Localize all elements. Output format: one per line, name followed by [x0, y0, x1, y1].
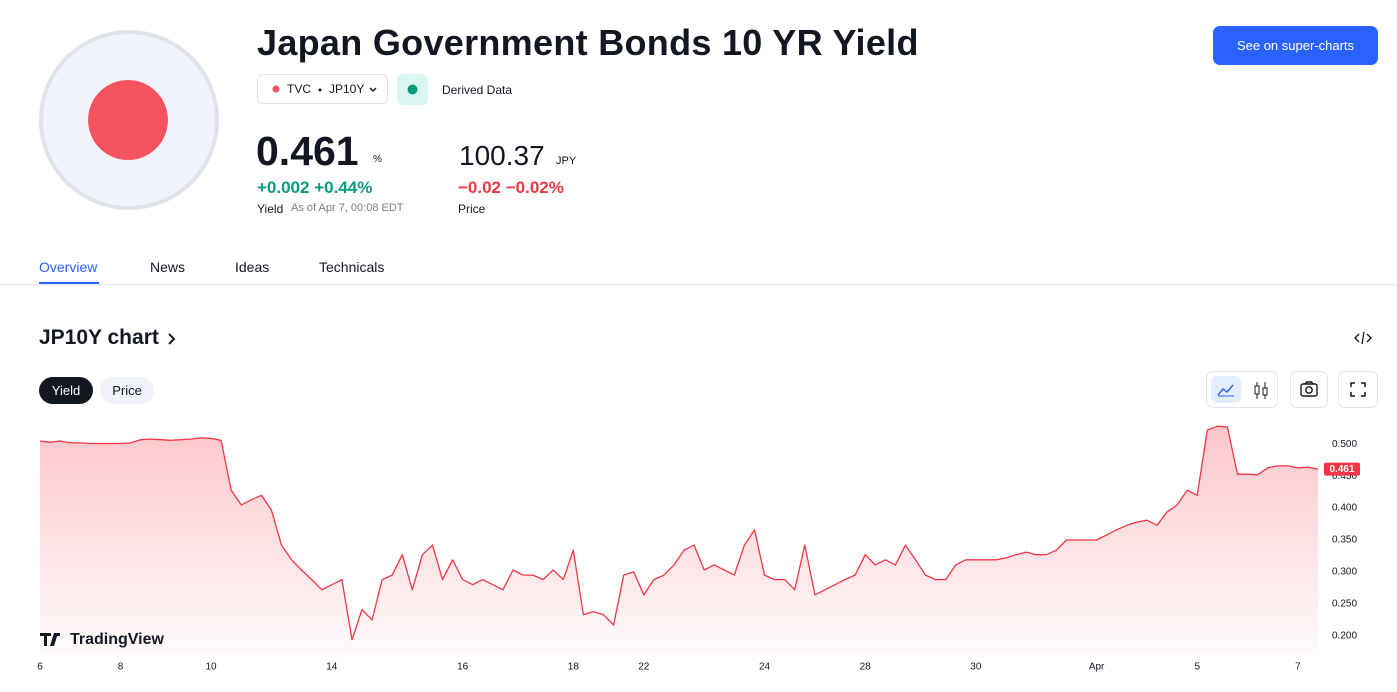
- x-tick-label: 18: [568, 662, 580, 673]
- x-tick-label: 14: [326, 662, 338, 673]
- x-tick-label: 22: [638, 662, 650, 673]
- super-charts-button[interactable]: See on super-charts: [1213, 26, 1378, 65]
- as-of: As of Apr 7, 00:08 EDT: [291, 202, 404, 214]
- tab-underline: [39, 282, 99, 285]
- heading-chevron: [168, 333, 176, 345]
- chart-heading[interactable]: JP10Y chart: [39, 326, 159, 349]
- y-tick-label: 0.300: [1332, 567, 1357, 578]
- snapshot-button[interactable]: [1290, 371, 1328, 408]
- chart-style-group: [1206, 371, 1278, 408]
- derived-label: Derived Data: [442, 83, 513, 97]
- flag-logo: [39, 30, 219, 210]
- y-tick-label: 0.250: [1332, 599, 1357, 610]
- toggle[interactable]: Price: [100, 377, 154, 404]
- tab[interactable]: News: [150, 259, 186, 275]
- price-change-abs: −0.02: [458, 178, 502, 197]
- yield-change-abs: +0.002: [257, 178, 310, 197]
- x-tick-label: 5: [1194, 662, 1200, 673]
- price-change-pct: −0.02%: [505, 178, 564, 197]
- y-tick-label: 0.400: [1332, 503, 1357, 514]
- y-tick-label: 0.450: [1332, 471, 1357, 482]
- watermark-text: TradingView: [70, 631, 165, 648]
- toggle-active[interactable]: Yield: [39, 377, 93, 404]
- x-tick-label: 16: [457, 662, 469, 673]
- yield-value: 0.461: [256, 128, 359, 174]
- sep-dot: [318, 88, 322, 92]
- watermark: TradingView: [40, 631, 165, 648]
- x-tick-label: 7: [1295, 662, 1301, 673]
- area-fill: [40, 426, 1318, 655]
- yield-unit: %: [373, 154, 382, 165]
- exchange: TVC: [287, 82, 311, 96]
- price-unit: JPY: [556, 155, 577, 167]
- x-tick-label: 24: [759, 662, 771, 673]
- x-tick-label: 6: [37, 662, 43, 673]
- symbol: JP10Y: [329, 82, 365, 96]
- candle-style-button[interactable]: [1247, 377, 1275, 404]
- fullscreen-button[interactable]: [1338, 371, 1378, 408]
- x-tick-label: 10: [206, 662, 218, 673]
- area-style-button[interactable]: [1211, 376, 1241, 403]
- tab[interactable]: Overview: [39, 259, 98, 275]
- yield-line: [39, 425, 1319, 641]
- x-tick-label: 30: [970, 662, 982, 673]
- price-change: −0.02 −0.02%: [458, 178, 564, 198]
- logo-sun: [88, 80, 168, 160]
- page-title: Japan Government Bonds 10 YR Yield: [257, 22, 919, 63]
- price-label: Price: [458, 202, 486, 216]
- derived-icon: [397, 74, 428, 105]
- price-value: 100.37: [459, 140, 545, 171]
- yield-change-pct: +0.44%: [314, 178, 373, 197]
- x-tick-label: Apr: [1089, 662, 1105, 673]
- y-tick-label: 0.350: [1332, 535, 1357, 546]
- last-value-label: 0.461: [1329, 464, 1354, 475]
- symbol-pill[interactable]: TVC JP10Y: [257, 74, 388, 104]
- x-tick-label: 28: [860, 662, 872, 673]
- chevron: [369, 87, 377, 92]
- embed-icon[interactable]: [1354, 330, 1372, 346]
- dot: [272, 85, 280, 93]
- y-tick-label: 0.500: [1332, 439, 1357, 450]
- chart: 0.200 0.250 0.300 0.350 0.400 0.450 0.500 6 8 10 1…: [37, 425, 1360, 673]
- y-tick-label: 0.200: [1332, 630, 1357, 641]
- x-tick-label: 8: [118, 662, 124, 673]
- yield-label: Yield: [257, 202, 284, 216]
- tab[interactable]: Ideas: [235, 259, 270, 275]
- yield-change: +0.002 +0.44%: [257, 178, 372, 198]
- tab[interactable]: Technicals: [319, 259, 385, 275]
- divider: [0, 284, 1397, 285]
- last-value-badge: [1324, 462, 1360, 476]
